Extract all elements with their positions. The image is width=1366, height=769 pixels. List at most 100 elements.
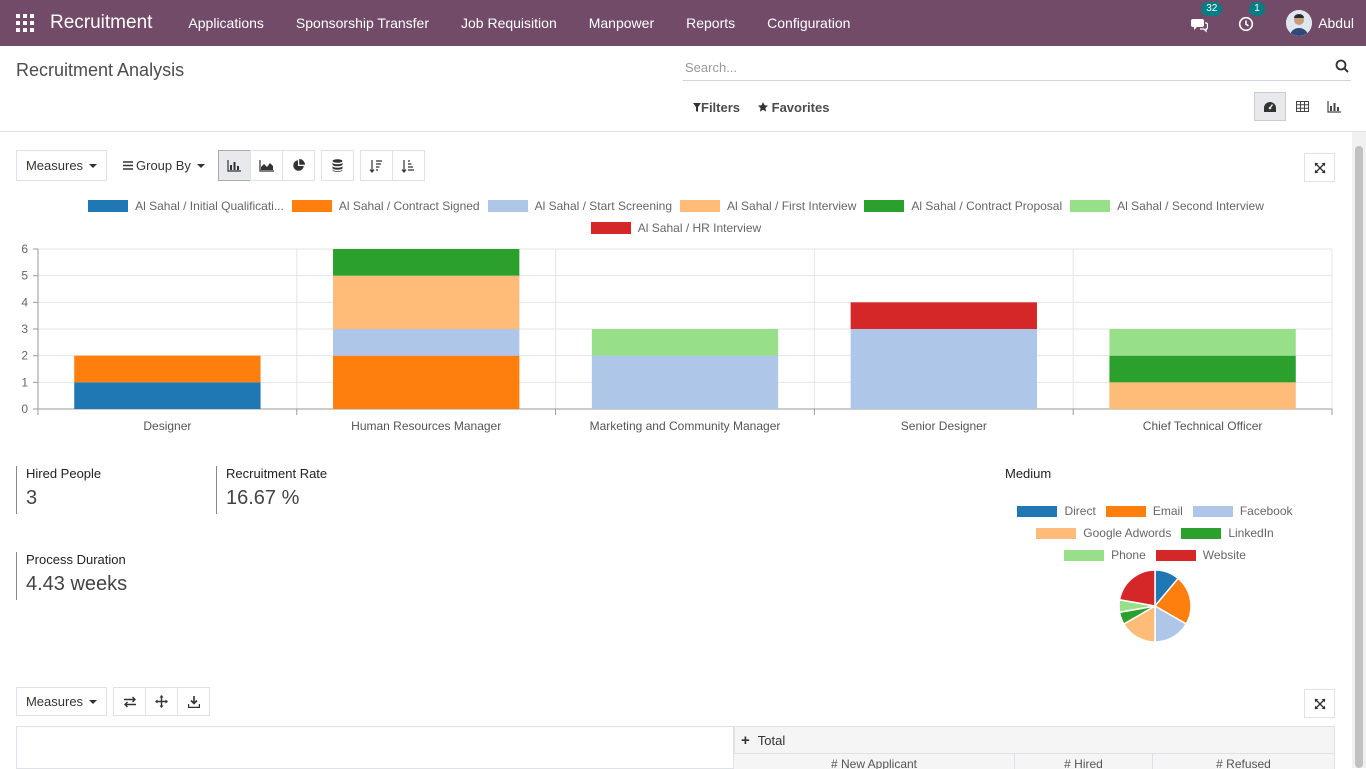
pie-legend-label: Phone <box>1111 548 1146 562</box>
bar-segment[interactable] <box>1109 329 1296 356</box>
bar-segment[interactable] <box>1109 355 1296 383</box>
favorites-button[interactable]: Favorites <box>758 100 829 115</box>
legend-swatch <box>1064 549 1105 561</box>
download-button[interactable] <box>177 687 210 716</box>
kpi-duration-value: 4.43 weeks <box>26 573 128 595</box>
kpi-rate-value: 16.67 % <box>226 487 300 509</box>
bar-segment[interactable] <box>333 249 520 276</box>
bar-segment[interactable] <box>850 329 1037 409</box>
menu-manpower[interactable]: Manpower <box>588 15 655 31</box>
legend-item[interactable]: Al Sahal / Contract Proposal <box>864 199 1062 213</box>
pivot-view-button[interactable] <box>1286 92 1318 121</box>
sort-descending-button[interactable] <box>359 150 393 181</box>
legend-item[interactable]: Al Sahal / Second Interview <box>1070 199 1264 213</box>
user-name[interactable]: Abdul <box>1318 15 1354 31</box>
download-icon <box>187 695 200 708</box>
page-scrollbar[interactable] <box>1352 132 1366 768</box>
group-by-label: Group By <box>136 158 191 173</box>
pie-chart-button[interactable] <box>281 150 315 181</box>
pie-slice[interactable] <box>1153 577 1192 626</box>
pie-slice[interactable] <box>1118 569 1156 607</box>
bar-segment[interactable] <box>333 275 520 329</box>
bar-segment[interactable] <box>333 355 520 409</box>
pie-legend-item[interactable]: LinkedIn <box>1181 526 1274 540</box>
group-by-dropdown[interactable]: Group By <box>113 150 215 181</box>
menu-sponsorship-transfer[interactable]: Sponsorship Transfer <box>295 15 429 31</box>
line-chart-button[interactable] <box>249 150 283 181</box>
expand-pivot-button[interactable] <box>1304 689 1335 718</box>
graph-view-button[interactable] <box>1318 92 1350 121</box>
sort-ascending-icon <box>401 159 415 173</box>
messages-badge: 32 <box>1201 2 1223 16</box>
measure-header-new-applicant[interactable]: # New Applicant <box>734 754 1015 769</box>
scroll-thumb[interactable] <box>1355 146 1363 768</box>
messaging-button[interactable]: 32 <box>1190 2 1223 34</box>
legend-item[interactable]: Al Sahal / Initial Qualificati... <box>88 199 284 213</box>
pie-legend-label: Google Adwords <box>1083 526 1172 540</box>
menu-configuration[interactable]: Configuration <box>767 15 851 31</box>
list-icon <box>123 161 133 170</box>
filters-button[interactable]: Filters <box>693 100 740 115</box>
legend-label: Al Sahal / Contract Proposal <box>911 199 1063 213</box>
activities-button[interactable]: 1 <box>1238 2 1265 34</box>
menu-applications[interactable]: Applications <box>188 15 264 31</box>
graph-toolbar: Measures Group By <box>16 150 425 181</box>
caret-down-icon <box>89 699 98 704</box>
measures-dropdown[interactable]: Measures <box>16 150 107 181</box>
bar-segment[interactable] <box>591 329 779 356</box>
y-tick-label: 1 <box>21 375 28 389</box>
app-brand[interactable]: Recruitment <box>50 12 153 33</box>
x-tick-label: Chief Technical Officer <box>1143 419 1263 433</box>
search-icon[interactable] <box>1335 59 1349 73</box>
kpi-recruitment-rate[interactable]: Recruitment Rate 16.67 % <box>216 466 406 514</box>
caret-down-icon <box>196 163 205 168</box>
pie-legend-item[interactable]: Google Adwords <box>1036 526 1171 540</box>
control-panel: Recruitment Analysis Filters Favorites <box>0 46 1366 132</box>
kpi-duration-label: Process Duration <box>26 552 126 567</box>
flip-axis-button[interactable] <box>113 687 146 716</box>
sort-ascending-button[interactable] <box>391 150 425 181</box>
legend-swatch <box>1070 200 1111 212</box>
dashboard-view-button[interactable] <box>1254 92 1286 121</box>
pie-legend-item[interactable]: Direct <box>1017 504 1096 518</box>
bar-segment[interactable] <box>591 355 779 409</box>
pie-legend-item[interactable]: Website <box>1155 548 1246 562</box>
menu-job-requisition[interactable]: Job Requisition <box>461 15 557 31</box>
kpi-rate-label: Recruitment Rate <box>226 466 328 481</box>
pivot-measures-dropdown[interactable]: Measures <box>16 687 107 716</box>
legend-label: Al Sahal / Contract Signed <box>338 199 480 213</box>
arrows-icon <box>155 695 168 708</box>
legend-item[interactable]: Al Sahal / HR Interview <box>590 221 762 235</box>
legend-swatch <box>1036 527 1077 539</box>
pie-legend-label: LinkedIn <box>1228 526 1274 540</box>
pie-legend-item[interactable]: Email <box>1105 504 1183 518</box>
bar-segment[interactable] <box>74 382 261 409</box>
pie-legend-item[interactable]: Phone <box>1064 548 1146 562</box>
kpi-process-duration[interactable]: Process Duration 4.43 weeks <box>16 552 206 600</box>
legend-item[interactable]: Al Sahal / Contract Signed <box>291 199 480 213</box>
bar-chart-button[interactable] <box>217 150 251 181</box>
pie-legend-item[interactable]: Facebook <box>1192 504 1293 518</box>
apps-menu-icon[interactable] <box>16 14 34 32</box>
stacked-toggle-button[interactable] <box>320 150 354 181</box>
legend-item[interactable]: Al Sahal / First Interview <box>680 199 856 213</box>
expand-graph-button[interactable] <box>1304 153 1335 182</box>
search-input[interactable] <box>683 56 1323 78</box>
bar-segment[interactable] <box>333 329 520 356</box>
measure-header-refused[interactable]: # Refused <box>1153 754 1335 769</box>
bar-segment[interactable] <box>850 302 1037 329</box>
avatar[interactable] <box>1286 10 1313 36</box>
menu-reports[interactable]: Reports <box>686 15 736 31</box>
caret-down-icon <box>89 163 98 168</box>
area-chart-icon <box>259 159 274 172</box>
legend-label: Al Sahal / HR Interview <box>637 221 762 235</box>
expand-all-button[interactable] <box>145 687 178 716</box>
page-title: Recruitment Analysis <box>16 60 185 80</box>
pivot-total-header[interactable]: + Total <box>734 727 1335 754</box>
bar-segment[interactable] <box>1109 382 1296 409</box>
kpi-hired-people[interactable]: Hired People 3 <box>16 466 206 514</box>
measure-header-hired[interactable]: # Hired <box>1015 754 1153 769</box>
legend-item[interactable]: Al Sahal / Start Screening <box>487 199 672 213</box>
bar-segment[interactable] <box>74 355 261 383</box>
pivot-measures-label: Measures <box>25 694 84 709</box>
